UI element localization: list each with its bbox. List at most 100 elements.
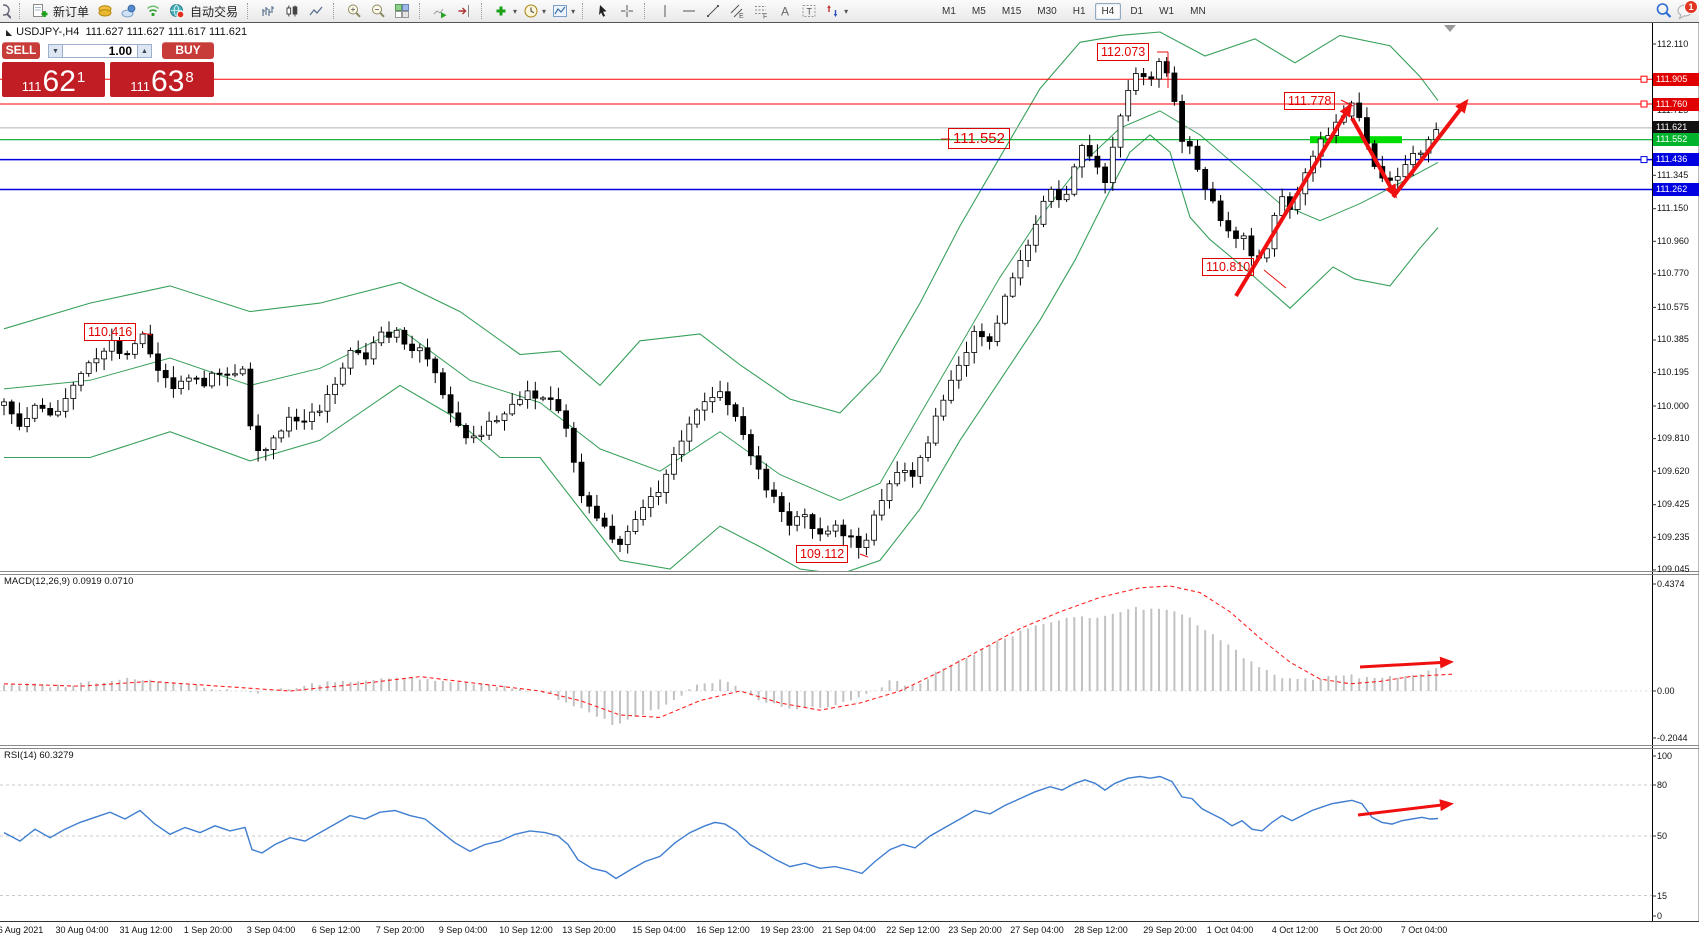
macd-tick: 0.00	[1657, 685, 1675, 696]
search-icon[interactable]	[1655, 2, 1673, 20]
buy-price-prefix: 111	[130, 79, 151, 94]
cloud-user-icon[interactable]	[120, 2, 138, 20]
channel-tool-icon[interactable]: E	[728, 2, 746, 20]
gold-icon[interactable]	[96, 2, 114, 20]
add-indicator-icon[interactable]	[493, 2, 511, 20]
cursor-icon[interactable]	[594, 2, 612, 20]
price-annotation[interactable]: 109.112	[796, 545, 849, 563]
price-badge: 111.262	[1653, 182, 1699, 196]
buy-price-button[interactable]: 111 63 8	[110, 62, 214, 97]
time-label: 5 Oct 20:00	[1335, 925, 1383, 935]
autotrade-globe-icon[interactable]	[168, 2, 186, 20]
svg-text:E: E	[739, 13, 744, 19]
sell-price-button[interactable]: 111 62 1	[2, 62, 105, 97]
volume-decrease-button[interactable]: ▼	[48, 44, 63, 58]
periods-clock-icon[interactable]	[522, 2, 540, 20]
template-icon[interactable]	[551, 2, 569, 20]
clipped-tool-icon[interactable]	[3, 2, 11, 20]
time-label: 22 Sep 12:00	[886, 925, 940, 935]
chart-shift-marker[interactable]	[1444, 25, 1456, 32]
toolbar-separator	[481, 3, 485, 19]
price-annotation[interactable]: 111.778	[1284, 92, 1336, 110]
annotation-connector	[859, 553, 869, 558]
price-badge: 111.621	[1653, 121, 1699, 135]
toolbar-separator	[582, 3, 586, 19]
label-tool-icon[interactable]: T	[800, 2, 818, 20]
price-tick: 109.045	[1657, 564, 1690, 575]
candlestick-chart-icon[interactable]	[283, 2, 301, 20]
price-annotation[interactable]: 112.073	[1097, 43, 1150, 61]
price-badge: 111.905	[1653, 72, 1699, 86]
price-tick: 109.620	[1657, 465, 1690, 476]
timeframe-m1[interactable]: M1	[942, 5, 956, 17]
time-label: 31 Aug 12:00	[119, 925, 173, 935]
notification-count-badge[interactable]: 1	[1684, 0, 1698, 14]
zoom-out-icon[interactable]	[369, 2, 387, 20]
timeframe-toolbar: M1 M5 M15 M30 H1 H4 D1 W1 MN	[934, 1, 1214, 21]
timeframe-h4[interactable]: H4	[1094, 2, 1122, 20]
chevron-down-icon[interactable]: ▾	[542, 6, 547, 16]
line-handle[interactable]	[1640, 156, 1648, 164]
sell-button[interactable]: SELL	[2, 42, 40, 59]
timeframe-m30[interactable]: M30	[1037, 5, 1057, 17]
price-tick: 109.425	[1657, 499, 1690, 510]
rsi-indicator-label: RSI(14) 60.3279	[4, 750, 74, 761]
fibonacci-tool-icon[interactable]: F	[752, 2, 770, 20]
chevron-down-icon[interactable]: ▾	[844, 6, 849, 16]
notifications-bubble[interactable]: 1	[1676, 0, 1698, 21]
annotation-connector	[1263, 269, 1287, 289]
signal-icon[interactable]	[144, 2, 162, 20]
trendline-tool-icon[interactable]	[704, 2, 722, 20]
new-order-icon[interactable]	[31, 2, 49, 20]
timeframe-m15[interactable]: M15	[1001, 5, 1022, 17]
auto-trading-button[interactable]: 自动交易	[190, 4, 239, 19]
time-label: 15 Sep 04:00	[632, 925, 686, 935]
timeframe-m5[interactable]: M5	[971, 5, 986, 17]
line-handle[interactable]	[1640, 75, 1648, 83]
trend-arrow-4[interactable]	[1359, 656, 1454, 669]
highlight-zone[interactable]	[1310, 136, 1402, 144]
trend-arrow-3[interactable]	[1391, 98, 1469, 199]
vertical-line-tool-icon[interactable]	[656, 2, 674, 20]
price-annotation[interactable]: 110.416	[84, 323, 137, 341]
trend-arrow-1[interactable]	[1234, 102, 1353, 298]
price-annotation[interactable]: 110.810	[1202, 258, 1255, 276]
toolbar-right-group: 1	[1652, 0, 1698, 22]
annotation-connector	[1340, 99, 1354, 107]
line-handle[interactable]	[1640, 100, 1648, 108]
volume-increase-button[interactable]: ▲	[137, 44, 152, 58]
buy-button[interactable]: BUY	[162, 42, 214, 59]
svg-text:A: A	[781, 5, 789, 19]
arrows-tool-icon[interactable]	[824, 2, 842, 20]
price-tick: 110.575	[1657, 301, 1689, 312]
new-order-button[interactable]: 新订单	[53, 4, 90, 19]
line-chart-icon[interactable]	[307, 2, 325, 20]
timeframe-h1[interactable]: H1	[1072, 5, 1086, 17]
horizontal-line-tool-icon[interactable]	[680, 2, 698, 20]
text-tool-icon[interactable]: A	[776, 2, 794, 20]
time-label: 21 Sep 04:00	[822, 925, 876, 935]
bar-chart-icon[interactable]	[259, 2, 277, 20]
chevron-down-icon[interactable]: ▾	[513, 6, 518, 16]
chart-shift-icon[interactable]	[455, 2, 473, 20]
price-annotation[interactable]: 111.552	[948, 128, 1010, 149]
tile-windows-icon[interactable]	[393, 2, 411, 20]
trend-arrow-2[interactable]	[1350, 117, 1397, 199]
time-label: 19 Sep 23:00	[760, 925, 814, 935]
trend-arrow-5[interactable]	[1357, 799, 1454, 817]
timeframe-d1[interactable]: D1	[1130, 5, 1144, 17]
crosshair-icon[interactable]	[618, 2, 636, 20]
volume-input[interactable]	[63, 44, 137, 58]
timeframe-mn[interactable]: MN	[1190, 5, 1206, 17]
macd-histogram	[3, 606, 1438, 725]
macd-tick: -0.2044	[1657, 732, 1688, 743]
timeframe-w1[interactable]: W1	[1159, 5, 1175, 17]
price-tick: 110.770	[1657, 268, 1689, 279]
zoom-in-icon[interactable]	[345, 2, 363, 20]
time-label: 28 Sep 12:00	[1074, 925, 1128, 935]
price-badge: 111.552	[1653, 133, 1699, 147]
auto-scroll-icon[interactable]	[431, 2, 449, 20]
chart-symbol: USDJPY-,H4	[16, 26, 80, 38]
chevron-down-icon[interactable]: ▾	[571, 6, 576, 16]
